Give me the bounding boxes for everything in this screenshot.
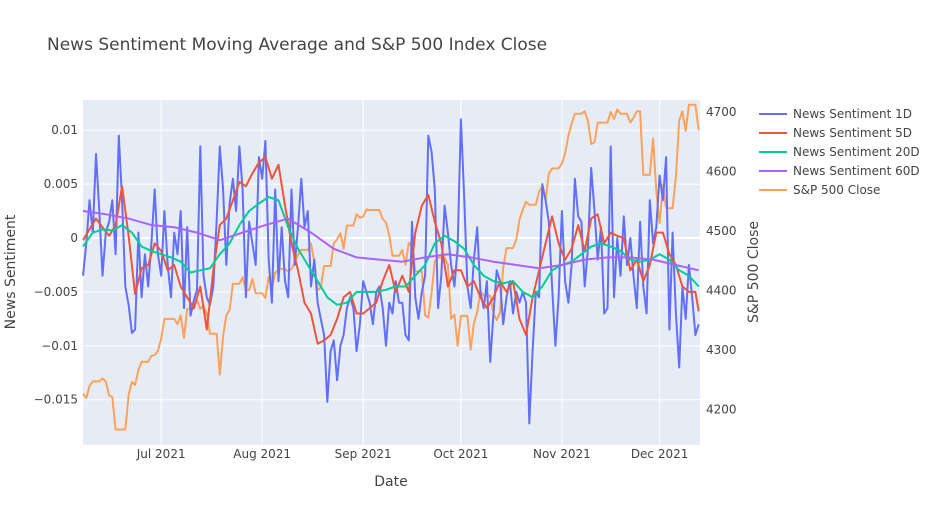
x-tick-label: Dec 2021 [631,447,689,461]
chart-title: News Sentiment Moving Average and S&P 50… [47,35,547,55]
series-line-news-sentiment-5d [82,156,700,345]
y-tick-label: 0.01 [51,123,78,137]
legend-label: S&P 500 Close [793,183,880,197]
y-tick-label: −0.01 [41,339,78,353]
y2-tick-label: 4700 [706,105,737,119]
y2-tick-label: 4500 [706,224,737,238]
legend-item-news-sentiment-1d[interactable]: News Sentiment 1D [759,107,912,121]
legend[interactable]: News Sentiment 1D News Sentiment 5D News S… [759,107,920,197]
y-axis-ticks: 0.01 0.005 0 −0.005 −0.01 −0.015 [34,123,78,407]
y2-tick-label: 4600 [706,164,737,178]
legend-item-news-sentiment-5d[interactable]: News Sentiment 5D [759,126,912,140]
series-line-news-sentiment-20d [82,196,700,306]
legend-item-sandp-500-close[interactable]: S&P 500 Close [759,183,880,197]
legend-label: News Sentiment 60D [793,164,920,178]
x-axis-title: Date [374,474,407,490]
y-tick-label: 0 [70,231,78,245]
x-axis-ticks: Jul 2021 Aug 2021 Sep 2021 Oct 2021 Nov 2021… [136,447,689,461]
series-line-sandp-500-close [82,103,700,431]
series-line-news-sentiment-60d [82,210,699,272]
y-tick-label: −0.005 [34,285,78,299]
y2-axis-title: S&P 500 Close [746,221,762,323]
legend-item-news-sentiment-20d[interactable]: News Sentiment 20D [759,145,920,159]
legend-label: News Sentiment 5D [793,126,912,140]
y-tick-label: −0.015 [34,393,78,407]
x-tick-label: Sep 2021 [335,447,392,461]
x-tick-label: Oct 2021 [433,447,488,461]
legend-label: News Sentiment 1D [793,107,912,121]
y2-axis-ticks: 4700 4600 4500 4400 4300 4200 [706,105,737,416]
y2-tick-label: 4200 [706,402,737,416]
x-tick-label: Jul 2021 [136,447,186,461]
x-tick-label: Aug 2021 [233,447,291,461]
y-tick-label: 0.005 [44,177,78,191]
plot-lines [82,103,700,431]
y2-tick-label: 4400 [706,283,737,297]
legend-label: News Sentiment 20D [793,145,920,159]
y2-tick-label: 4300 [706,343,737,357]
legend-item-news-sentiment-60d[interactable]: News Sentiment 60D [759,164,920,178]
y-axis-title: News Sentiment [3,214,19,329]
x-tick-label: Nov 2021 [533,447,591,461]
